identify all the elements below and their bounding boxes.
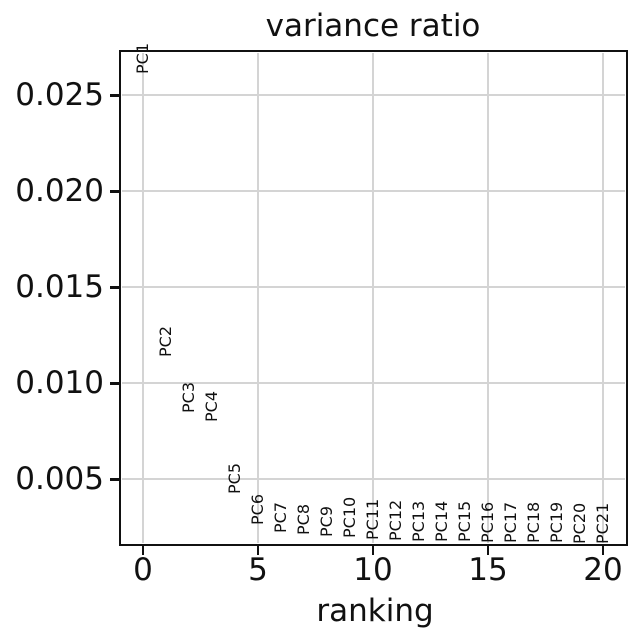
pc-point-label: PC2: [156, 325, 175, 357]
y-tick-label: 0.010: [15, 365, 104, 402]
pc-point-label: PC20: [570, 502, 589, 544]
y-tick-label: 0.005: [15, 461, 104, 498]
x-gridline: [257, 53, 259, 543]
pc-point-label: PC14: [432, 500, 451, 542]
x-tick-label: 10: [353, 552, 393, 588]
plot-grid-layer: [122, 53, 625, 543]
x-tick-mark: [486, 546, 490, 555]
pc-point-label: PC12: [386, 499, 405, 541]
pc-point-label: PC3: [179, 382, 198, 414]
pc-point-label: PC21: [593, 502, 612, 544]
pc-point-label: PC7: [271, 502, 290, 534]
y-gridline: [122, 190, 625, 193]
pc-point-label: PC6: [248, 494, 267, 526]
x-gridline: [372, 53, 374, 543]
pc-point-label: PC10: [340, 497, 359, 539]
y-gridline: [122, 382, 625, 385]
pc-point-label: PC11: [363, 498, 382, 540]
y-tick-label: 0.020: [15, 173, 104, 210]
x-tick-label: 20: [583, 552, 623, 588]
x-tick-label: 5: [248, 552, 268, 588]
pc-point-label: PC8: [294, 504, 313, 536]
pc-point-label: PC5: [225, 463, 244, 495]
y-tick-mark: [110, 286, 119, 289]
pc-point-label: PC19: [547, 502, 566, 544]
y-tick-label: 0.025: [15, 77, 104, 114]
chart-title: variance ratio: [265, 8, 481, 44]
pc-point-label: PC15: [455, 501, 474, 543]
x-gridline: [487, 53, 489, 543]
y-tick-mark: [110, 190, 119, 193]
pc-point-label: PC16: [478, 501, 497, 543]
x-tick-mark: [601, 546, 605, 555]
pc-point-label: PC9: [317, 505, 336, 537]
x-tick-mark: [256, 546, 260, 555]
x-gridline: [602, 53, 604, 543]
y-tick-mark: [110, 478, 119, 481]
y-gridline: [122, 478, 625, 481]
y-gridline: [122, 286, 625, 289]
pc-point-label: PC4: [202, 390, 221, 422]
pc-point-label: PC18: [524, 501, 543, 544]
x-axis-label: ranking: [316, 593, 434, 629]
y-gridline: [122, 94, 625, 97]
y-tick-label: 0.015: [15, 269, 104, 306]
x-tick-mark: [141, 546, 145, 555]
pc-point-label: PC1: [133, 42, 152, 74]
y-tick-mark: [110, 382, 119, 385]
x-gridline: [142, 53, 144, 543]
x-tick-mark: [371, 546, 375, 555]
pc-point-label: PC17: [501, 501, 520, 543]
x-tick-label: 0: [133, 552, 153, 588]
y-tick-mark: [110, 94, 119, 97]
x-tick-label: 15: [468, 552, 508, 588]
pc-point-label: PC13: [409, 500, 428, 542]
